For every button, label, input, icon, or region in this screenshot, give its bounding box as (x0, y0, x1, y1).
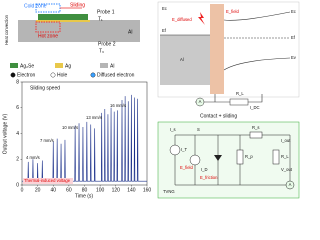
rl (272, 149, 280, 165)
chart-title: Sliding speed (30, 85, 60, 91)
annotation: 4 mm/s (26, 155, 40, 160)
x-tick-label: 140 (127, 187, 136, 193)
label: R_L (236, 91, 244, 96)
figure: Cold zone Sliding Hot zone Heat convecti… (2, 1, 300, 199)
annotation: 16 mm/s (110, 103, 126, 108)
label: R_L (281, 154, 289, 159)
rs (249, 131, 263, 139)
rp (236, 149, 244, 165)
label: Heat convection (4, 14, 9, 45)
x-tick-label: 20 (35, 187, 41, 193)
label: E_diffused (172, 17, 192, 22)
resistor (229, 98, 249, 106)
legend: Ag₂Se Ag Al Electron Hole Diffused electron (10, 63, 135, 78)
legend-marker (10, 72, 16, 78)
label: TVNG (163, 189, 175, 194)
label: Ef (291, 35, 296, 40)
label: V_out (281, 167, 293, 172)
label: Ec (291, 9, 296, 14)
label: E_friction (200, 175, 218, 180)
annotation: Thermal-induced voltage (24, 178, 71, 183)
label: Sliding (70, 2, 85, 8)
y-tick-label: 8 (16, 79, 19, 85)
ammeter (285, 180, 295, 190)
x-axis-label: Time (s) (75, 193, 93, 199)
y-tick-label: 6 (16, 105, 19, 111)
legend-swatch (100, 63, 108, 68)
label: E_field (226, 9, 239, 14)
chart: Sliding speed Time (s) Output voltage (V… (2, 79, 151, 199)
source (169, 144, 181, 156)
al-block (18, 20, 140, 42)
al-region (160, 35, 210, 85)
label: I_s (170, 127, 176, 132)
legend-label: Electron (17, 72, 36, 78)
legend-label: Diffused electron (97, 72, 135, 78)
schematic: Cold zone Sliding Hot zone Heat convecti… (4, 2, 140, 54)
y-tick-label: 2 (16, 157, 19, 163)
band-diagram: Ec Ef Ev E_field E_diffused Ec Ef Al A R… (157, 1, 300, 110)
annotation: 7 mm/s (40, 138, 54, 143)
legend-swatch (10, 63, 18, 68)
label: T₁ (98, 16, 103, 22)
label: Probe 2 (98, 41, 116, 47)
ammeter (195, 97, 205, 107)
source (189, 154, 201, 166)
legend-swatch (55, 63, 63, 68)
label: Ec (162, 6, 167, 11)
annotation: 13 mm/s (86, 115, 102, 120)
annotation: 10 mm/s (62, 125, 78, 130)
ag-layer (36, 20, 90, 22)
x-tick-label: 160 (143, 187, 152, 193)
legend-label: Ag (65, 63, 71, 69)
lightning (198, 12, 205, 25)
label: Ef (162, 28, 167, 33)
circuit: Contact + sliding A I_s S I_T I_D R_s R_… (157, 113, 300, 199)
label: A (289, 182, 292, 187)
ag2se-layer (38, 14, 88, 20)
diode (214, 155, 222, 161)
x-tick-label: 100 (96, 187, 105, 193)
label: R_p (245, 154, 253, 159)
y-tick-label: 0 (16, 182, 19, 188)
legend-label: Ag₂Se (20, 63, 34, 69)
label: Probe 1 (97, 9, 115, 15)
voltage-line (22, 94, 147, 182)
label: Hot zone (38, 33, 58, 39)
label: Al (128, 29, 132, 35)
ev-band (223, 57, 291, 71)
label: T₀ (99, 48, 104, 54)
label: S (197, 127, 200, 132)
legend-marker (50, 72, 56, 78)
legend-label: Hole (57, 72, 68, 78)
label: I_D (201, 167, 208, 172)
x-tick-label: 40 (50, 187, 56, 193)
y-tick-label: 4 (16, 131, 19, 137)
label: I_out (281, 138, 291, 143)
label: Ev (291, 55, 297, 60)
y-axis-label: Output voltage (V) (2, 113, 8, 154)
label: R_s (252, 125, 259, 130)
label: I_T (181, 147, 187, 152)
x-tick-label: 80 (82, 187, 88, 193)
label: Cold zone (24, 3, 47, 9)
annotation-box (23, 178, 73, 184)
x-tick-label: 120 (112, 187, 121, 193)
label: E_field (180, 165, 193, 170)
x-tick-label: 0 (21, 187, 24, 193)
legend-label: Al (110, 63, 114, 69)
hot-box (35, 21, 61, 33)
label: Al (180, 57, 184, 62)
label: I_DC (250, 105, 260, 110)
label: A (199, 99, 202, 104)
circuit-title: Contact + sliding (200, 113, 237, 119)
ag-region (210, 4, 224, 94)
legend-marker (90, 72, 96, 78)
x-tick-label: 60 (66, 187, 72, 193)
ec-band (223, 11, 291, 21)
